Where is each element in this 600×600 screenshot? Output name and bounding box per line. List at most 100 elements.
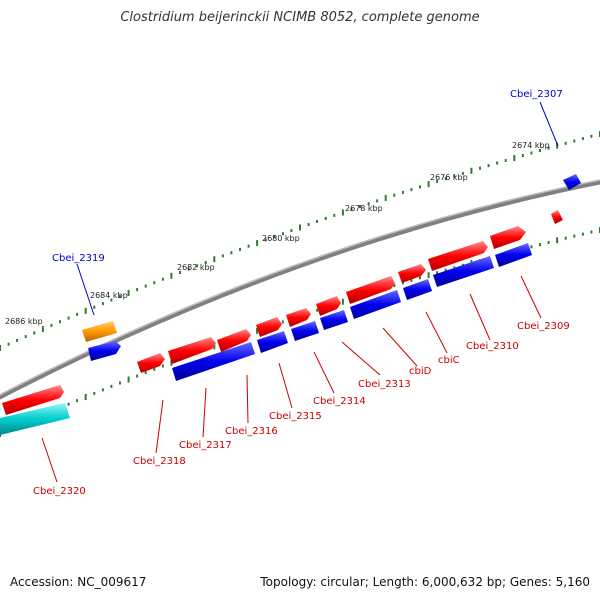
gene-feature[interactable] [551,210,563,224]
gene-label[interactable]: Cbei_2319 [52,253,105,264]
minor-tick [230,251,233,255]
minor-tick [581,137,584,141]
kbp-label: 2674 kbp [512,141,550,150]
outer-tick-ring [0,131,600,351]
gene-labels: Cbei_2307 Cbei_2309 Cbei_2310 cbiC cbiD … [33,89,570,497]
major-tick [41,326,44,333]
minor-tick [419,185,421,189]
minor-tick [487,164,490,168]
leader-line [425,311,448,354]
minor-tick [119,295,121,299]
gene-feature[interactable] [217,329,251,352]
minor-tick [530,151,533,155]
gene-label[interactable]: Cbei_2317 [179,440,232,451]
minor-tick [376,199,379,203]
major-tick [127,290,130,297]
gene-label[interactable]: Cbei_2314 [313,396,366,407]
minor-tick [136,288,139,292]
minor-tick [307,223,310,226]
minor-tick [324,216,327,220]
gene-feature[interactable] [137,353,165,373]
other-gene-feature[interactable] [0,403,70,435]
gene-label[interactable]: Cbei_2320 [33,486,86,497]
gene-feature[interactable] [88,341,121,361]
gene-feature[interactable] [350,290,401,319]
gene-feature[interactable] [495,243,532,267]
minor-tick [539,149,541,152]
gene-label[interactable]: Cbei_2307 [510,89,563,100]
minor-tick [144,284,147,288]
gene-feature[interactable] [320,310,348,330]
kbp-label: 2684 kbp [90,291,128,300]
gene-feature[interactable] [346,276,395,304]
gene-feature[interactable] [433,256,494,287]
minor-tick [136,374,139,378]
gene-feature[interactable] [291,321,319,341]
minor-tick [573,139,576,143]
leader-line [246,374,249,424]
major-tick [384,195,387,201]
gene-label[interactable]: cbiD [409,366,432,377]
gene-feature[interactable] [428,241,488,271]
minor-tick [110,298,113,302]
minor-tick [436,271,439,275]
minor-tick [350,208,353,212]
gene-feature[interactable] [256,317,282,337]
minor-tick [93,392,96,395]
topology-label: Topology: circular; Length: 6,000,632 bp… [260,575,590,589]
minor-tick [453,266,456,270]
major-tick [256,240,259,247]
minor-tick [153,281,156,285]
gene-label[interactable]: Cbei_2315 [269,411,322,422]
gene-feature[interactable] [398,264,426,283]
gene-feature[interactable] [168,337,216,364]
gene-label[interactable]: cbiC [438,355,460,366]
gene-feature[interactable] [403,279,432,300]
kbp-label: 2680 kbp [262,234,300,243]
minor-tick [101,388,104,392]
minor-tick [24,335,27,339]
gene-feature[interactable] [286,308,311,327]
minor-tick [119,381,121,385]
gene-label[interactable]: Cbei_2310 [466,341,519,352]
minor-tick [530,245,533,249]
leader-line [155,399,164,454]
minor-tick [453,174,456,178]
kbp-label: 2676 kbp [430,173,468,182]
minor-tick [333,213,336,217]
minor-tick [59,320,61,324]
minor-tick [444,177,447,181]
minor-tick [16,338,19,342]
minor-tick [419,276,421,280]
minor-tick [76,399,79,403]
kbp-label: 2686 kbp [5,317,43,326]
minor-tick [436,179,439,183]
major-tick [84,307,87,314]
minor-tick [547,146,550,150]
minor-tick [50,323,53,327]
major-tick [513,155,516,161]
gene-feature[interactable] [2,385,64,415]
gene-label[interactable]: Cbei_2309 [517,321,570,332]
map-title: Clostridium beijerinckii NCIMB 8052, com… [120,10,480,25]
rna-gene-feature[interactable] [82,321,117,342]
gene-feature[interactable] [490,226,526,249]
gene-feature[interactable] [316,296,341,316]
minor-tick [496,161,499,165]
minor-tick [573,234,576,238]
minor-tick [101,302,104,306]
minor-tick [316,219,319,223]
leader-line [469,293,491,341]
major-tick [341,209,344,216]
gene-label[interactable]: Cbei_2316 [225,426,278,437]
minor-tick [393,193,396,197]
gene-feature[interactable] [172,342,255,381]
minor-tick [393,284,396,287]
gene-label[interactable]: Cbei_2318 [133,456,186,467]
major-tick [556,142,559,149]
gene-feature[interactable] [257,331,288,353]
gene-label[interactable]: Cbei_2313 [358,379,411,390]
leader-line [76,263,95,316]
gene-feature[interactable] [563,174,581,190]
leader-line [202,387,207,438]
